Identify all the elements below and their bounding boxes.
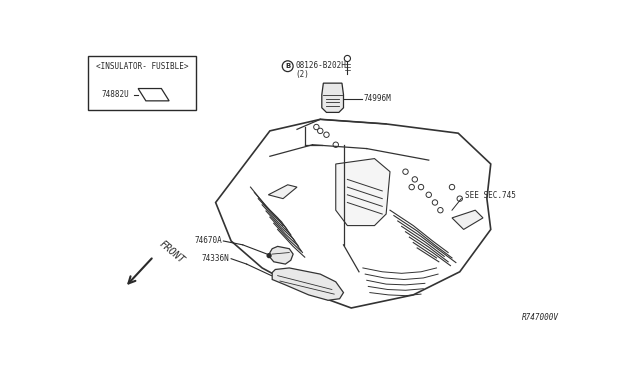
Text: <INSULATOR- FUSIBLE>: <INSULATOR- FUSIBLE> [96,62,188,71]
Circle shape [409,185,415,190]
Polygon shape [336,158,390,225]
Text: FRONT: FRONT [157,239,186,266]
Text: SEE SEC.745: SEE SEC.745 [465,191,516,200]
Polygon shape [270,246,293,264]
Text: 74336N: 74336N [202,254,230,263]
Text: 08126-B202H: 08126-B202H [296,61,346,70]
Circle shape [282,61,293,71]
Polygon shape [216,119,491,308]
Circle shape [344,55,351,62]
Text: 74996M: 74996M [364,94,392,103]
Polygon shape [452,210,483,230]
Circle shape [267,254,271,257]
Text: B: B [285,63,291,69]
Text: R747000V: R747000V [522,313,559,322]
Circle shape [449,185,454,190]
Polygon shape [138,89,169,101]
Circle shape [432,200,438,205]
Bar [88,56,196,110]
Circle shape [457,196,463,201]
Circle shape [333,142,339,147]
Circle shape [403,169,408,174]
Circle shape [426,192,431,198]
Circle shape [317,128,323,134]
Circle shape [412,177,417,182]
Polygon shape [272,268,344,300]
Polygon shape [322,83,344,112]
Circle shape [419,185,424,190]
Polygon shape [268,185,297,199]
Text: (2): (2) [296,70,309,79]
Circle shape [438,208,443,213]
Text: 74670A: 74670A [194,237,222,246]
Circle shape [314,124,319,130]
Circle shape [324,132,329,137]
Text: 74882U: 74882U [102,90,129,99]
